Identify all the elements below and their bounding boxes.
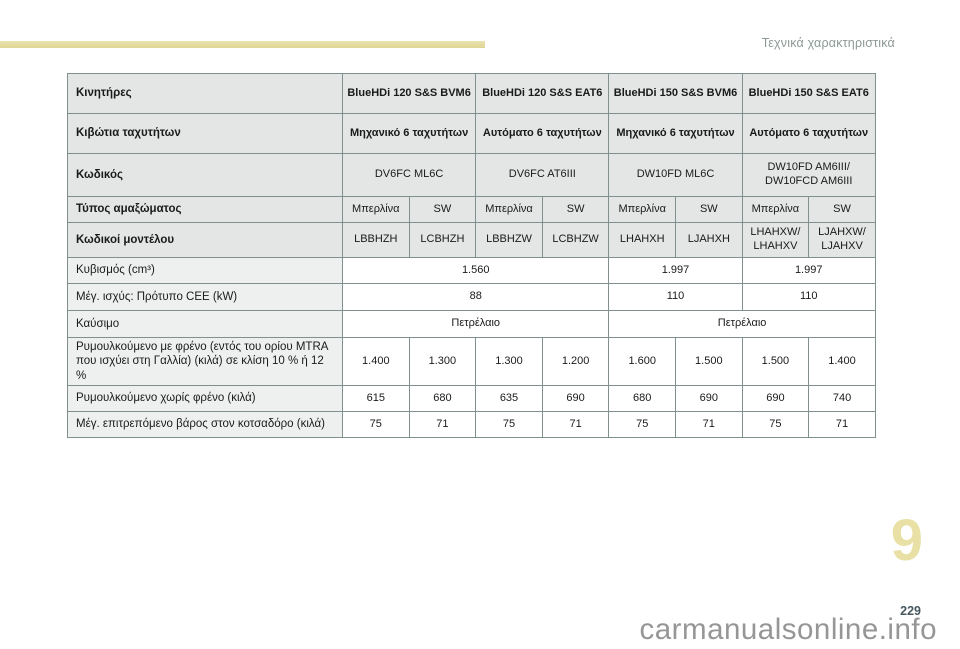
table-cell: SW: [675, 196, 743, 223]
row-label: Ρυμουλκούμενο χωρίς φρένο (κιλά): [67, 385, 343, 413]
page-number: 229: [900, 604, 921, 618]
table-cell: 88: [341, 283, 610, 311]
table-cell: 615: [342, 385, 410, 413]
table-cell: LJAHXH: [675, 222, 743, 258]
table-cell: 690: [741, 385, 810, 413]
table-row: Κυβισμός (cm³) 1.560 1.997 1.997: [67, 257, 876, 284]
table-cell: BlueHDi 120 S&S EAT6: [475, 73, 610, 114]
row-label: Ρυμουλκούμενο με φρένο (εντός του ορίου …: [67, 336, 343, 387]
table-cell: DV6FC ML6C: [341, 153, 477, 197]
watermark-text: carmanualsonline.info: [639, 613, 937, 646]
row-label: Κωδικοί μοντέλου: [67, 222, 343, 258]
table-cell: LBBHZH: [342, 222, 410, 258]
table-cell: 110: [741, 283, 876, 311]
table-cell: Αυτόματο 6 ταχυτήτων: [475, 113, 610, 154]
table-cell: DW10FD AM6III/ DW10FCD AM6III: [741, 153, 876, 197]
table-cell: 690: [675, 385, 743, 413]
table-cell: 1.400: [808, 336, 876, 387]
table-cell: LJAHXW/ LJAHXV: [808, 222, 876, 258]
table-cell: Μηχανικό 6 ταχυτήτων: [341, 113, 477, 154]
table-cell: 110: [608, 283, 743, 311]
table-cell: Αυτόματο 6 ταχυτήτων: [741, 113, 876, 154]
table-cell: SW: [808, 196, 876, 223]
table-cell: 1.300: [475, 336, 543, 387]
table-cell: 71: [408, 411, 477, 439]
table-cell: Μηχανικό 6 ταχυτήτων: [608, 113, 743, 154]
table-cell: 1.300: [408, 336, 477, 387]
table-row: Ρυμουλκούμενο χωρίς φρένο (κιλά) 615 680 63…: [67, 385, 876, 413]
table-row: Κινητήρες BlueHDi 120 S&S BVM6 BlueHDi 120…: [67, 73, 876, 114]
table-cell: 71: [808, 411, 876, 439]
row-label: Κιβώτια ταχυτήτων: [67, 113, 343, 154]
accent-divider-bar: [0, 41, 485, 48]
table-cell: 1.560: [341, 257, 610, 284]
table-cell: 1.500: [741, 336, 810, 387]
table-cell: BlueHDi 120 S&S BVM6: [341, 73, 477, 114]
table-row: Κωδικοί μοντέλου LBBHZH LCBHZH LBBHZW LCBHZW…: [67, 222, 876, 258]
table-cell: BlueHDi 150 S&S EAT6: [741, 73, 876, 114]
table-cell: DW10FD ML6C: [608, 153, 743, 197]
table-cell: 1.997: [608, 257, 743, 284]
row-label: Μέγ. επιτρεπόμενο βάρος στον κοτσαδόρο (…: [67, 411, 343, 439]
table-row: Ρυμουλκούμενο με φρένο (εντός του ορίου …: [67, 336, 876, 387]
table-cell: 680: [608, 385, 676, 413]
table-row: Κωδικός DV6FC ML6C DV6FC AT6III DW10FD ML6C…: [67, 153, 876, 197]
table-row: Μέγ. επιτρεπόμενο βάρος στον κοτσαδόρο (…: [67, 411, 876, 439]
table-cell: Πετρέλαιο: [608, 310, 876, 338]
table-cell: Μπερλίνα: [608, 196, 676, 223]
table-row: Τύπος αμαξώματος Μπερλίνα SW Μπερλίνα SW Μπερ…: [67, 196, 876, 223]
table-cell: 740: [808, 385, 876, 413]
table-cell: 75: [608, 411, 676, 439]
table-cell: 1.200: [541, 336, 610, 387]
table-row: Καύσιμο Πετρέλαιο Πετρέλαιο: [67, 310, 876, 338]
table-cell: LHAHXW/ LHAHXV: [741, 222, 810, 258]
table-cell: LCBHZH: [408, 222, 477, 258]
table-cell: BlueHDi 150 S&S BVM6: [608, 73, 743, 114]
table-cell: 1.997: [741, 257, 876, 284]
chapter-number: 9: [890, 508, 923, 573]
page-header-title: Τεχνικά χαρακτηριστικά: [761, 36, 895, 50]
table-cell: 71: [675, 411, 743, 439]
table-cell: Μπερλίνα: [342, 196, 410, 223]
row-label: Κυβισμός (cm³): [67, 257, 343, 284]
table-cell: Μπερλίνα: [475, 196, 543, 223]
row-label: Τύπος αμαξώματος: [67, 196, 343, 223]
table-cell: LBBHZW: [475, 222, 543, 258]
table-cell: 1.600: [608, 336, 676, 387]
row-label: Κινητήρες: [67, 73, 343, 114]
table-cell: 75: [475, 411, 543, 439]
table-cell: SW: [408, 196, 477, 223]
table-cell: 1.500: [675, 336, 743, 387]
table-cell: LHAHXH: [608, 222, 676, 258]
table-row: Κιβώτια ταχυτήτων Μηχανικό 6 ταχυτήτων Αυτ…: [67, 113, 876, 154]
table-cell: LCBHZW: [541, 222, 610, 258]
table-cell: Πετρέλαιο: [341, 310, 610, 338]
table-cell: 635: [475, 385, 543, 413]
table-cell: 1.400: [342, 336, 410, 387]
row-label: Μέγ. ισχύς: Πρότυπο CEE (kW): [67, 283, 343, 311]
table-cell: 75: [342, 411, 410, 439]
table-cell: 680: [408, 385, 477, 413]
table-cell: SW: [541, 196, 610, 223]
row-label: Καύσιμο: [67, 310, 343, 338]
table-cell: Μπερλίνα: [741, 196, 810, 223]
row-label: Κωδικός: [67, 153, 343, 197]
table-cell: 71: [541, 411, 610, 439]
table-cell: DV6FC AT6III: [475, 153, 610, 197]
table-row: Μέγ. ισχύς: Πρότυπο CEE (kW) 88 110 110: [67, 283, 876, 311]
table-cell: 690: [541, 385, 610, 413]
spec-table: Κινητήρες BlueHDi 120 S&S BVM6 BlueHDi 120…: [67, 73, 876, 439]
spec-table-body: Κινητήρες BlueHDi 120 S&S BVM6 BlueHDi 120…: [67, 73, 876, 439]
table-cell: 75: [741, 411, 810, 439]
